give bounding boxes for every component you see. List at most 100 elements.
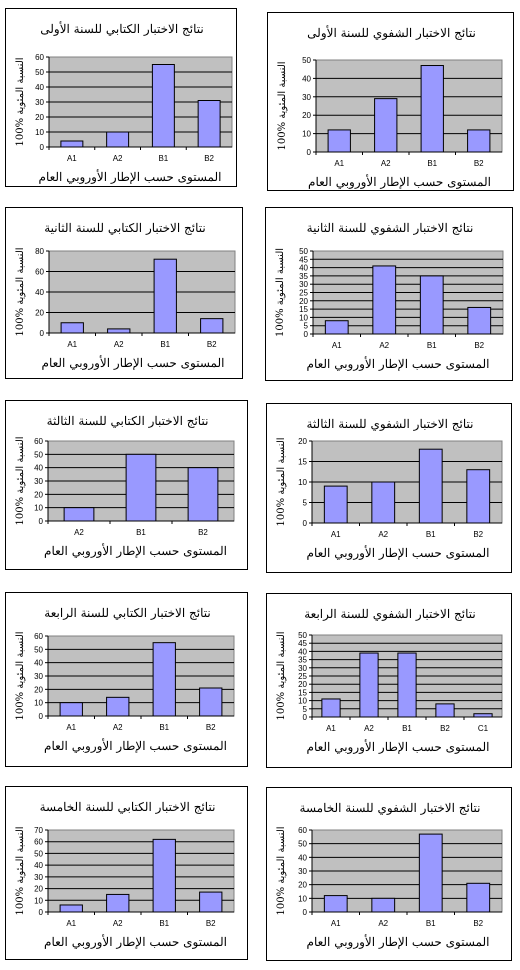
chart-oral-year-1: نتائج الاختبار الشفوي للسنة الأولى 0 10 20 3… <box>267 12 514 191</box>
y-tick-label: 15 <box>298 688 307 697</box>
x-tick-label: B2 <box>206 723 216 732</box>
y-tick-label: 50 <box>34 849 43 858</box>
chart-oral-year-3: نتائج الاختبار الشفوي للسنة الثالثة 0 5 10 1… <box>266 403 512 573</box>
chart-written-year-3: نتائج الاختبار الكتابي للسنة الثالثة 0 10 2… <box>5 400 248 570</box>
x-tick-label: A1 <box>334 159 344 168</box>
y-tick-label: 40 <box>34 861 43 870</box>
bar-B1 <box>151 64 175 148</box>
chart-title: نتائج الاختبار الكتابي للسنة الثانية <box>44 221 206 235</box>
y-tick-label: 10 <box>302 130 311 139</box>
x-tick-label: A1 <box>331 530 341 539</box>
y-tick-label: 0 <box>39 908 44 917</box>
bar-A1 <box>59 904 83 913</box>
chart-title: نتائج الاختبار الشفوي للسنة الثالثة <box>307 417 474 431</box>
y-tick-label: 30 <box>34 672 43 681</box>
y-tick-label: 50 <box>35 68 44 77</box>
x-axis-title: المستوى حسب الإطار الأوروبي العام <box>39 169 222 185</box>
x-tick-label: A2 <box>364 724 374 733</box>
chart-oral-year-4: نتائج الاختبار الشفوي للسنة الرابعة 0 5 10 1… <box>266 593 512 768</box>
y-axis-title: النسبة المئوية %100 <box>15 436 26 525</box>
y-tick-label: 70 <box>34 826 43 835</box>
chart-written-year-5: نتائج الاختبار الكتابي للسنة الخامسة 0 10 2… <box>5 786 248 960</box>
x-tick-label: B1 <box>158 154 168 163</box>
y-tick-label: 50 <box>302 56 311 65</box>
x-tick-label: B1 <box>426 530 436 539</box>
x-axis-title: المستوى حسب الإطار الأوروبي العام <box>307 545 490 561</box>
chart-written-year-2: نتائج الاختبار الكتابي للسنة الثانية 0 20 4… <box>5 207 243 379</box>
chart-title: نتائج الاختبار الكتابي للسنة الأولى <box>40 21 204 36</box>
y-tick-label: 30 <box>35 98 44 107</box>
x-tick-label: B2 <box>198 528 208 537</box>
y-tick-label: 20 <box>35 309 44 318</box>
bar-B2 <box>435 703 455 718</box>
x-tick-label: A2 <box>378 919 388 928</box>
bar-A2 <box>106 696 130 717</box>
x-tick-label: B1 <box>426 919 436 928</box>
y-tick-label: 0 <box>303 519 308 528</box>
bar-A1 <box>60 322 84 334</box>
y-tick-label: 60 <box>35 268 44 277</box>
bar-B2 <box>200 318 224 334</box>
y-tick-label: 50 <box>298 631 307 640</box>
bar-B1 <box>152 838 176 913</box>
y-tick-label: 35 <box>299 272 308 281</box>
x-tick-label: B1 <box>427 159 437 168</box>
y-tick-label: 35 <box>298 656 307 665</box>
x-tick-label: A2 <box>113 154 123 163</box>
y-tick-label: 40 <box>35 288 44 297</box>
y-tick-label: 40 <box>302 74 311 83</box>
y-tick-label: 15 <box>299 305 308 314</box>
y-tick-label: 20 <box>35 113 44 122</box>
bar-A1 <box>323 895 348 913</box>
y-tick-label: 20 <box>302 111 311 120</box>
bar-B1 <box>153 258 177 334</box>
chart-title: نتائج الاختبار الكتابي للسنة الثالثة <box>47 414 209 428</box>
x-tick-label: A2 <box>113 919 123 928</box>
bar-A1 <box>321 698 341 718</box>
x-tick-label: B2 <box>440 724 450 733</box>
y-axis-title: النسبة المئوية %100 <box>15 826 26 915</box>
y-tick-label: 20 <box>34 685 43 694</box>
y-tick-label: 50 <box>299 247 308 256</box>
y-tick-label: 25 <box>299 289 308 298</box>
chart-oral-year-2: نتائج الاختبار الشفوي للسنة الثانية 0 5 10 1… <box>265 207 513 381</box>
y-tick-label: 60 <box>298 826 307 835</box>
y-tick-label: 20 <box>34 885 43 894</box>
y-tick-label: 10 <box>298 697 307 706</box>
bar-B2 <box>466 882 491 913</box>
x-tick-label: B1 <box>160 340 170 349</box>
y-tick-label: 10 <box>34 504 43 513</box>
y-tick-label: 0 <box>40 329 45 338</box>
y-tick-label: 0 <box>303 713 308 722</box>
y-tick-label: 0 <box>304 330 309 339</box>
chart-title: نتائج الاختبار الكتابي للسنة الخامسة <box>40 800 216 814</box>
x-tick-label: A1 <box>331 919 341 928</box>
y-tick-label: 5 <box>304 322 309 331</box>
y-tick-label: 0 <box>303 908 308 917</box>
bar-A1 <box>327 129 351 153</box>
y-tick-label: 80 <box>35 247 44 256</box>
chart-title: نتائج الاختبار الشفوي للسنة الرابعة <box>304 607 476 621</box>
x-tick-label: B1 <box>136 528 146 537</box>
x-tick-label: A2 <box>74 528 84 537</box>
bar-B2 <box>466 469 491 524</box>
y-axis-title: النسبة المئوية %100 <box>15 247 26 336</box>
x-axis-title: المستوى حسب الإطار الأوروبي العام <box>308 174 491 190</box>
y-tick-label: 20 <box>298 437 307 446</box>
x-tick-label: A1 <box>67 154 77 163</box>
y-tick-label: 20 <box>298 680 307 689</box>
x-tick-label: B2 <box>204 154 214 163</box>
x-tick-label: B1 <box>159 723 169 732</box>
x-tick-label: B2 <box>474 341 484 350</box>
y-tick-label: 40 <box>299 264 308 273</box>
y-tick-label: 30 <box>299 280 308 289</box>
x-tick-label: B1 <box>427 341 437 350</box>
bar-B2 <box>467 306 492 335</box>
y-axis-title: النسبة المئوية %100 <box>275 248 286 337</box>
x-tick-label: A1 <box>332 341 342 350</box>
chart-oral-year-5: نتائج الاختبار الشفوي للسنة الخامسة 0 10 20… <box>266 787 512 961</box>
y-tick-label: 20 <box>34 490 43 499</box>
x-tick-label: C1 <box>478 724 489 733</box>
y-tick-label: 5 <box>303 705 308 714</box>
y-tick-label: 60 <box>34 838 43 847</box>
